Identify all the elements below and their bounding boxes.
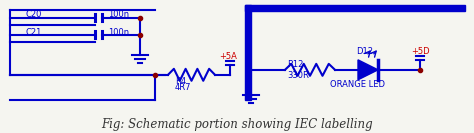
Text: R4: R4 <box>175 77 186 86</box>
Text: 100n: 100n <box>108 11 129 19</box>
Text: C20: C20 <box>25 11 41 19</box>
Text: +5A: +5A <box>219 52 237 61</box>
Text: +5D: +5D <box>410 47 429 56</box>
Text: C21: C21 <box>25 28 41 37</box>
Text: R12: R12 <box>287 60 303 69</box>
Text: D12: D12 <box>356 47 374 56</box>
Polygon shape <box>358 60 378 80</box>
Text: ORANGE LED: ORANGE LED <box>330 80 385 89</box>
Text: 4R7: 4R7 <box>175 83 191 92</box>
Text: Fig: Schematic portion showing IEC labelling: Fig: Schematic portion showing IEC label… <box>101 118 373 131</box>
Bar <box>245 5 251 100</box>
Text: 100n: 100n <box>108 28 129 37</box>
Bar <box>245 5 465 11</box>
Text: 330R: 330R <box>287 71 309 80</box>
